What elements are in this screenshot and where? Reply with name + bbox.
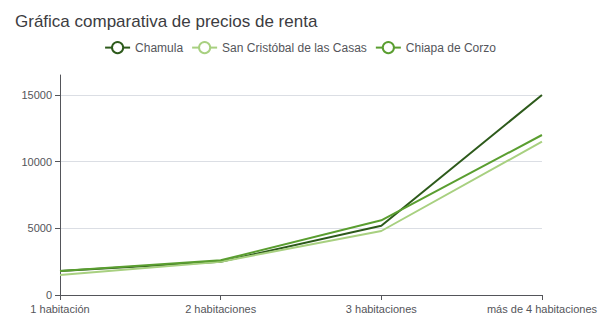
svg-text:15000: 15000 xyxy=(21,89,52,101)
svg-text:Gráfica comparativa de precios: Gráfica comparativa de precios de renta xyxy=(15,12,318,31)
svg-text:San Cristóbal de las Casas: San Cristóbal de las Casas xyxy=(222,41,367,55)
svg-text:10000: 10000 xyxy=(21,156,52,168)
svg-text:Chiapa de Corzo: Chiapa de Corzo xyxy=(406,41,496,55)
svg-text:1 habitación: 1 habitación xyxy=(30,303,89,315)
svg-text:0: 0 xyxy=(46,289,52,301)
svg-text:5000: 5000 xyxy=(28,222,52,234)
svg-text:Chamula: Chamula xyxy=(135,41,183,55)
svg-text:2 habitaciones: 2 habitaciones xyxy=(185,303,256,315)
svg-text:más de 4 habitaciones: más de 4 habitaciones xyxy=(487,303,598,315)
svg-text:3 habitaciones: 3 habitaciones xyxy=(346,303,417,315)
